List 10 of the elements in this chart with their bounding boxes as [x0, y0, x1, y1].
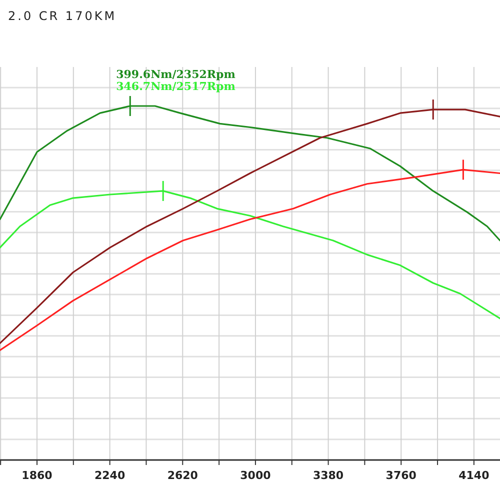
text: 399.6Nm/2352Rpm [116, 68, 236, 81]
text: 346.7Nm/2517Rpm [116, 80, 236, 93]
x-tick-label: 4140 [458, 469, 490, 482]
x-tick-label: 2240 [94, 469, 126, 482]
x-tick-label: 3380 [312, 469, 344, 482]
x-tick-label: 1860 [22, 469, 53, 482]
x-tick-label: 2620 [167, 469, 198, 482]
x-tick-label: 3000 [240, 469, 272, 482]
chart-title: 2.0 CR 170KM [8, 9, 117, 23]
x-tick-label: 3760 [386, 469, 417, 482]
